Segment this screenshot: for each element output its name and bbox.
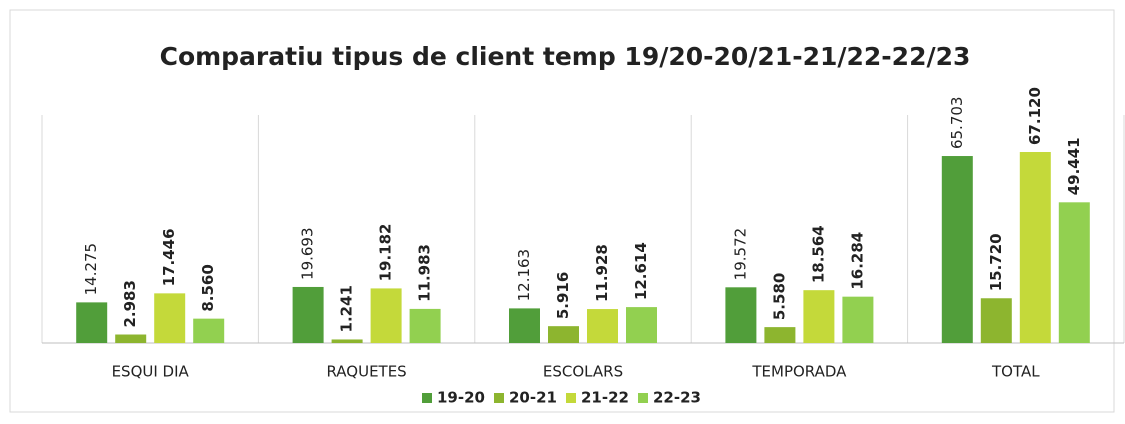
- chart-frame: [9, 9, 1115, 413]
- data-label: 1.241: [338, 285, 356, 332]
- bar: [331, 339, 363, 343]
- legend-label: 20-21: [509, 389, 557, 407]
- bar: [292, 286, 324, 343]
- bar: [1058, 202, 1090, 343]
- bar: [587, 309, 618, 343]
- bar: [626, 307, 657, 343]
- bar: [76, 302, 108, 343]
- data-label: 12.614: [632, 242, 650, 300]
- bar: [548, 326, 579, 343]
- bar: [370, 288, 402, 343]
- bar: [1019, 152, 1051, 343]
- data-label: 8.560: [199, 264, 217, 311]
- data-label: 14.275: [82, 243, 100, 296]
- bar: [725, 287, 757, 343]
- bar: [409, 308, 441, 343]
- data-label: 11.983: [416, 244, 434, 302]
- legend-label: 21-22: [581, 389, 629, 407]
- data-label: 5.580: [770, 273, 788, 320]
- data-label: 16.284: [848, 232, 866, 290]
- data-label: 19.182: [377, 224, 395, 282]
- bar: [803, 290, 835, 343]
- x-tick-label: RAQUETES: [326, 363, 406, 381]
- data-label: 18.564: [809, 225, 827, 283]
- data-label: 12.163: [515, 249, 533, 302]
- data-label: 65.703: [948, 97, 966, 150]
- x-tick-label: ESCOLARS: [543, 363, 623, 381]
- bar: [842, 296, 874, 343]
- data-label: 17.446: [160, 228, 178, 286]
- data-label: 19.693: [299, 227, 317, 280]
- x-tick-label: TEMPORADA: [751, 363, 847, 381]
- x-tick-label: TOTAL: [991, 363, 1040, 381]
- x-tick-label: ESQUI DIA: [112, 363, 190, 381]
- bar: [941, 156, 973, 343]
- chart-title: Comparatiu tipus de client temp 19/20-20…: [160, 42, 971, 71]
- data-label: 11.928: [593, 244, 611, 302]
- legend-swatch: [422, 393, 432, 403]
- legend-swatch: [638, 393, 648, 403]
- data-label: 49.441: [1065, 137, 1083, 195]
- legend-swatch: [494, 393, 504, 403]
- data-label: 15.720: [987, 233, 1005, 291]
- bar: [115, 334, 147, 343]
- bar: [193, 318, 225, 343]
- bar: [764, 327, 796, 343]
- bar: [509, 308, 540, 343]
- bar: [154, 293, 186, 343]
- legend-label: 22-23: [653, 389, 701, 407]
- data-label: 2.983: [121, 280, 139, 327]
- data-label: 19.572: [731, 228, 749, 281]
- legend-swatch: [566, 393, 576, 403]
- data-label: 67.120: [1026, 87, 1044, 145]
- legend-label: 19-20: [437, 389, 485, 407]
- data-label: 5.916: [554, 272, 572, 319]
- bar: [980, 298, 1012, 343]
